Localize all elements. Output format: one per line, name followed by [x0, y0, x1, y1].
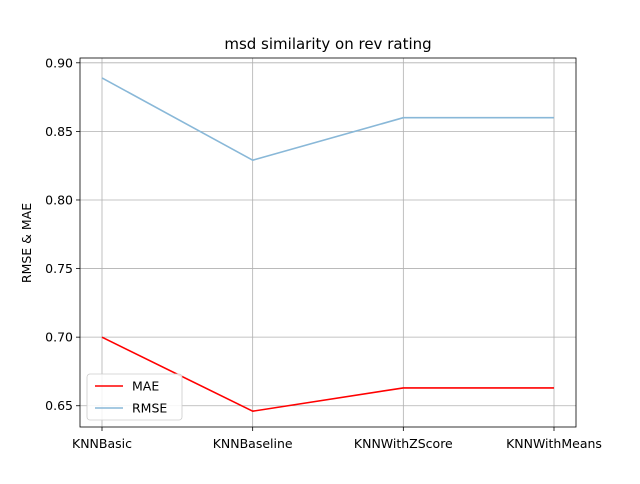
y-tick-label: 0.90	[45, 55, 73, 70]
series-line-rmse	[101, 77, 554, 161]
x-tick-label: KNNBasic	[72, 436, 132, 451]
legend-label-rmse: RMSE	[132, 401, 167, 416]
grid	[80, 58, 576, 427]
y-axis-label: RMSE & MAE	[19, 203, 34, 283]
y-tick-label: 0.65	[45, 398, 73, 413]
x-tick-label: KNNBaseline	[213, 436, 293, 451]
legend-label-mae: MAE	[132, 379, 159, 394]
plot-frame	[79, 57, 577, 428]
y-tick-label: 0.85	[45, 124, 73, 139]
y-tick-label: 0.75	[45, 261, 73, 276]
legend: MAE RMSE	[86, 373, 183, 421]
y-tick-label: 0.80	[45, 192, 73, 207]
x-tick-label: KNNWithZScore	[354, 436, 453, 451]
y-tick-label: 0.70	[45, 330, 73, 345]
chart-title: msd similarity on rev rating	[224, 35, 431, 53]
axes: KNNBasic KNNBaseline KNNWithZScore KNNWithM…	[45, 55, 602, 451]
x-tick-label: KNNWithMeans	[506, 436, 602, 451]
